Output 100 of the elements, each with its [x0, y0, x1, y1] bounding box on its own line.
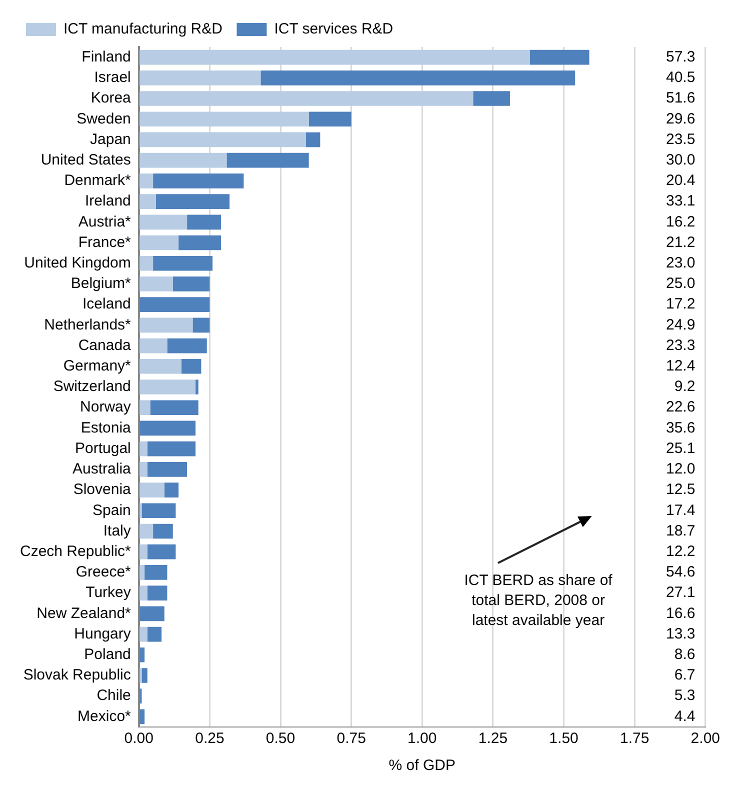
bar: [140, 358, 182, 374]
bar: [192, 318, 210, 333]
annotation: 27.1: [666, 584, 696, 602]
bar: [147, 441, 196, 456]
bar: [140, 194, 156, 209]
annotation: 9.2: [674, 378, 696, 396]
bar: [147, 586, 168, 600]
bar: [140, 152, 227, 168]
bar: [196, 380, 198, 394]
bar: [306, 132, 320, 148]
y-tick-label: Belgium*: [70, 275, 132, 292]
annotation: 16.6: [666, 604, 696, 622]
annotation: 16.2: [666, 213, 696, 230]
y-tick-label: Spain: [92, 502, 131, 519]
bar: [147, 544, 176, 560]
bar: [150, 400, 198, 416]
y-tick-label: Switzerland: [53, 378, 131, 396]
bar: [140, 565, 145, 580]
bar: [147, 626, 162, 642]
bar: [187, 214, 222, 230]
y-tick-label: New Zealand*: [36, 604, 132, 622]
bar: [142, 668, 148, 683]
bar: [473, 91, 510, 106]
annotation: 12.0: [666, 460, 696, 478]
annotation: 29.6: [666, 110, 696, 128]
legend-label: ICT manufacturing R&D: [64, 20, 223, 38]
bar: [147, 462, 188, 477]
y-tick-label: United Kingdom: [24, 254, 131, 272]
bar: [140, 50, 530, 65]
x-tick-label: 2.00: [690, 730, 720, 748]
y-tick-label: Ireland: [85, 192, 131, 210]
bar: [140, 647, 145, 662]
y-tick-label: Netherlands*: [44, 316, 132, 334]
annotation: 12.4: [666, 358, 696, 375]
annotation: 13.3: [666, 625, 696, 642]
annotation: 21.2: [666, 234, 696, 251]
bar: [153, 174, 244, 188]
bar: [140, 420, 196, 436]
bar: [140, 318, 193, 333]
y-tick-label: United States: [40, 151, 131, 168]
bar: [142, 503, 176, 518]
annotation: 23.0: [666, 254, 696, 272]
annotation: 20.4: [666, 172, 696, 190]
bar: [164, 482, 179, 498]
annotation: ICT BERD as share of total BERD, 2008 or latest available year: [464, 572, 614, 629]
bar: [167, 338, 207, 354]
y-tick-label: Greece*: [76, 564, 132, 581]
y-tick-label: Czech Republic*: [20, 542, 132, 560]
y-tick-label: Poland: [84, 646, 131, 664]
bar: [140, 256, 154, 271]
annotation: 33.1: [666, 192, 696, 210]
x-tick-label: 1.75: [620, 730, 650, 748]
bar: [530, 50, 590, 65]
x-tick-label: 0.00: [124, 730, 154, 748]
y-tick-label: Austria*: [78, 213, 132, 230]
annotation: 54.6: [666, 564, 696, 581]
bar: [140, 400, 150, 416]
y-tick-label: Turkey: [86, 584, 132, 602]
bar: [140, 482, 164, 498]
y-tick-label: Canada: [78, 336, 132, 354]
annotation: 35.6: [666, 419, 696, 436]
annotation: 4.4: [674, 708, 696, 725]
x-tick-label: 0.50: [266, 730, 296, 748]
bar: [140, 174, 154, 188]
y-tick-label: Korea: [90, 90, 132, 107]
y-tick-label: Mexico*: [78, 708, 132, 725]
annotation: 23.3: [666, 336, 696, 354]
x-tick-label: 0.25: [195, 730, 224, 748]
bar: [178, 235, 222, 250]
bar: [140, 544, 148, 560]
annotation: 8.6: [674, 646, 696, 664]
bar: [172, 276, 210, 292]
y-tick-label: Chile: [96, 687, 131, 704]
annotation: 24.9: [666, 316, 696, 334]
y-tick-label: Hungary: [74, 625, 132, 642]
x-tick-label: 1.25: [478, 730, 508, 748]
y-tick-label: Slovenia: [73, 481, 132, 498]
annotation: 22.6: [666, 398, 696, 416]
bar: [140, 606, 164, 622]
bar: [140, 709, 145, 724]
y-tick-label: Japan: [90, 130, 131, 148]
annotation: 6.7: [674, 666, 696, 684]
y-tick-label: Iceland: [82, 296, 131, 313]
bar: [140, 626, 148, 642]
bar: [153, 256, 213, 271]
bar: [140, 70, 261, 86]
annotation: 30.0: [666, 151, 696, 168]
bar: [140, 112, 309, 127]
bar: [140, 338, 168, 354]
y-tick-label: Estonia: [80, 419, 132, 436]
y-tick-label: Italy: [103, 522, 132, 540]
bar: [140, 441, 148, 456]
annotation: 5.3: [674, 687, 696, 704]
bar: [226, 152, 309, 168]
y-tick-label: Sweden: [76, 110, 131, 128]
y-tick-label: Israel: [94, 69, 131, 86]
annotation: 12.5: [666, 481, 696, 498]
bar: [140, 214, 188, 230]
y-tick-label: France*: [78, 234, 132, 251]
bar: [140, 380, 196, 394]
